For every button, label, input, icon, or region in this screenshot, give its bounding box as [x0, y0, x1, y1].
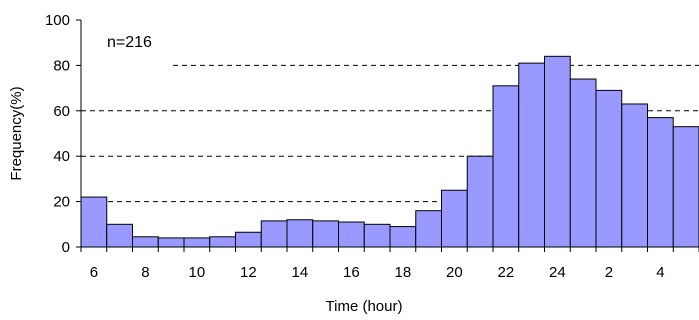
bar-7 — [106, 223, 133, 248]
bar-17 — [363, 223, 391, 248]
x-tick-label-22: 22 — [498, 264, 515, 281]
bar-22 — [492, 85, 520, 248]
x-tick-labels: 6 8 10 12 14 16 18 20 22 24 2 4 — [80, 247, 699, 281]
bar-10 — [183, 237, 211, 248]
y-tick-label-40: 40 — [53, 148, 70, 165]
x-tick-label-20: 20 — [446, 264, 463, 281]
bar-1 — [569, 78, 597, 248]
x-tick-label-6: 6 — [90, 264, 98, 281]
y-tick-label-60: 60 — [53, 103, 70, 120]
sample-size-annotation: n=216 — [107, 34, 152, 51]
x-tick-label-10: 10 — [189, 264, 206, 281]
bar-5 — [672, 126, 699, 248]
bar-15 — [312, 220, 339, 248]
bar-6 — [80, 196, 108, 248]
y-axis-title: Frequency(%) — [8, 86, 25, 180]
bar-2 — [595, 89, 623, 248]
bar-11 — [209, 236, 236, 248]
y-tick-label-80: 80 — [53, 57, 70, 74]
x-tick-label-14: 14 — [292, 264, 309, 281]
y-tick-labels: 0 20 40 60 80 100 — [45, 12, 81, 256]
x-tick-label-16: 16 — [343, 264, 360, 281]
x-tick-label-4: 4 — [656, 264, 664, 281]
bar-21 — [466, 155, 494, 248]
bar-12 — [235, 231, 262, 248]
x-tick-label-18: 18 — [395, 264, 412, 281]
bar-24 — [544, 55, 571, 248]
bar-14 — [286, 219, 314, 248]
x-tick-label-8: 8 — [141, 264, 149, 281]
bars — [80, 55, 699, 248]
y-tick-label-20: 20 — [53, 194, 70, 211]
bar-16 — [338, 221, 365, 248]
x-tick-label-2: 2 — [605, 264, 613, 281]
bar-19 — [415, 210, 442, 248]
bar-3 — [621, 103, 648, 248]
bar-20 — [441, 189, 468, 248]
x-tick-label-24: 24 — [549, 264, 566, 281]
x-axis-title: Time (hour) — [326, 298, 403, 315]
y-tick-label-0: 0 — [62, 239, 70, 256]
bar-23 — [518, 62, 545, 248]
bar-8 — [132, 236, 159, 248]
x-tick-label-12: 12 — [240, 264, 257, 281]
bar-4 — [647, 117, 674, 248]
bar-18 — [389, 226, 417, 248]
bar-13 — [260, 220, 288, 248]
bar-9 — [157, 237, 185, 248]
y-tick-label-100: 100 — [45, 12, 70, 29]
